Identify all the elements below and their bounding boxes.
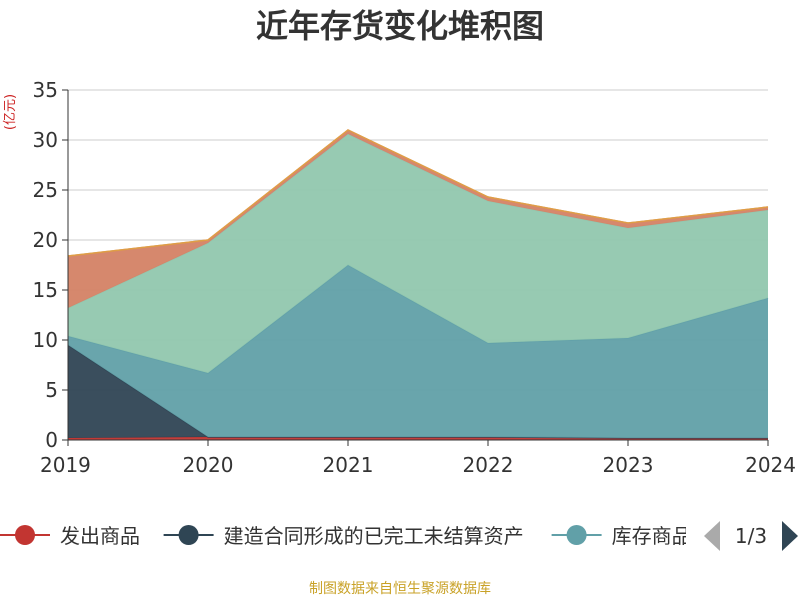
y-tick-label: 15 xyxy=(33,278,58,302)
x-tick-label: 2022 xyxy=(463,453,514,477)
legend-prev-arrow-icon[interactable] xyxy=(704,521,720,551)
legend-label: 发出商品 xyxy=(60,524,140,548)
legend-pager: 1/3 xyxy=(704,521,798,551)
legend-label: 库存商品 xyxy=(612,524,692,548)
y-tick-label: 10 xyxy=(33,328,58,352)
x-tick-label: 2024 xyxy=(745,453,796,477)
legend: 发出商品 建造合同形成的已完工未结算资产 库存商品 xyxy=(0,524,692,548)
legend-item[interactable]: 库存商品 xyxy=(551,524,692,548)
x-tick-label: 2023 xyxy=(603,453,654,477)
legend-circle-marker xyxy=(15,525,35,545)
x-tick-label: 2021 xyxy=(323,453,374,477)
legend-item[interactable]: 发出商品 xyxy=(0,524,140,548)
area-series-2 xyxy=(68,265,768,438)
area-series-1 xyxy=(68,345,768,438)
area-series-4 xyxy=(68,130,768,308)
legend-circle-marker xyxy=(178,525,199,545)
y-tick-label: 20 xyxy=(33,228,58,252)
axes: 0 5 10 15 20 25 30 35 2019 2020 2021 2022 2023 2024 xyxy=(33,78,796,477)
legend-item[interactable]: 建造合同形成的已完工未结算资产 xyxy=(163,524,524,548)
area-series-3 xyxy=(68,134,768,373)
legend-next-arrow-icon[interactable] xyxy=(782,521,798,551)
y-tick-label: 5 xyxy=(45,378,58,402)
area-series-line-5 xyxy=(67,129,769,257)
legend-label: 建造合同形成的已完工未结算资产 xyxy=(224,524,524,548)
x-tick-label: 2019 xyxy=(40,453,91,477)
y-tick-label: 35 xyxy=(33,78,58,102)
legend-page-indicator: 1/3 xyxy=(735,524,767,548)
y-tick-label: 30 xyxy=(33,128,58,152)
y-tick-label: 0 xyxy=(45,428,58,452)
source-note: 制图数据来自恒生聚源数据库 xyxy=(309,581,491,597)
legend-circle-marker xyxy=(566,525,587,545)
y-tick-label: 25 xyxy=(33,178,58,202)
y-axis-unit-label: (亿元) xyxy=(3,94,18,130)
area-series-layer xyxy=(67,129,769,440)
chart-title: 近年存货变化堆积图 xyxy=(255,7,544,45)
x-tick-label: 2020 xyxy=(183,453,234,477)
